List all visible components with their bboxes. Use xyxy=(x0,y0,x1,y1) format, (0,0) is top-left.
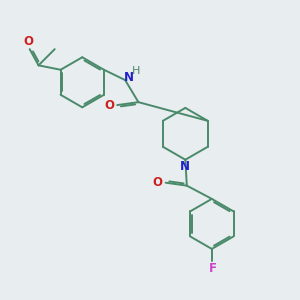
Text: O: O xyxy=(153,176,163,189)
Text: F: F xyxy=(208,262,216,275)
Text: N: N xyxy=(180,160,190,173)
Text: N: N xyxy=(124,71,134,84)
Text: O: O xyxy=(104,99,114,112)
Text: O: O xyxy=(23,35,33,48)
Text: H: H xyxy=(132,66,140,76)
